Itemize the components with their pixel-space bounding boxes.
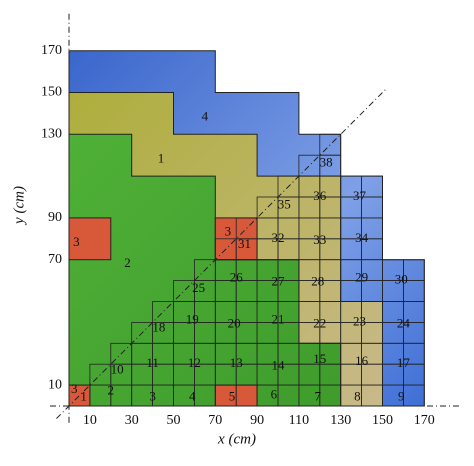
region-label: 3 [225, 224, 232, 239]
x-tick-label: 130 [330, 413, 351, 428]
grid-cell [402, 259, 425, 282]
region-label: 29 [355, 269, 368, 284]
region-label: 3 [71, 381, 78, 396]
y-tick-label: 70 [48, 252, 62, 267]
x-tick-label: 170 [414, 413, 435, 428]
region-label: 38 [320, 155, 333, 170]
region-label: 20 [228, 315, 241, 330]
grid-cell [319, 133, 342, 156]
y-tick-label: 90 [48, 210, 62, 225]
region-label: 8 [354, 389, 361, 404]
region-label: 23 [353, 313, 366, 328]
x-tick-label: 150 [372, 413, 393, 428]
y-tick-label: 130 [41, 127, 62, 142]
grid-cell [361, 175, 383, 198]
y-tick-label: 10 [48, 377, 62, 392]
x-tick-label: 10 [83, 413, 97, 428]
region-label: 10 [111, 361, 124, 376]
region-label: 1 [158, 150, 165, 165]
y-tick-label: 150 [41, 85, 62, 100]
region-label: 37 [353, 188, 367, 203]
region-label: 34 [355, 230, 369, 245]
region-label: 9 [398, 389, 405, 404]
x-tick-label: 50 [167, 413, 181, 428]
region-label: 36 [313, 188, 327, 203]
region-label: 11 [146, 355, 159, 370]
region-label: 3 [73, 234, 80, 249]
region-label: 24 [397, 315, 411, 330]
region-label: 18 [152, 320, 165, 335]
region-label: 2 [108, 382, 115, 397]
red-cell [68, 217, 112, 261]
region-label: 25 [192, 280, 205, 295]
y-tick-label: 170 [41, 43, 62, 58]
region-label: 1 [80, 389, 87, 404]
x-axis-title: x (cm) [217, 431, 256, 447]
x-tick-label: 30 [125, 413, 139, 428]
region-label: 32 [272, 230, 285, 245]
region-label: 22 [313, 315, 326, 330]
region-label: 7 [314, 389, 321, 404]
region-label: 26 [230, 269, 244, 284]
region-label: 31 [238, 236, 251, 251]
region-label: 33 [313, 232, 326, 247]
region-label: 28 [311, 274, 324, 289]
region-label: 21 [272, 311, 285, 326]
region-label: 17 [397, 355, 411, 370]
region-label: 14 [272, 357, 286, 372]
x-tick-label: 70 [208, 413, 222, 428]
grid [50, 12, 462, 423]
region-label: 5 [229, 389, 236, 404]
region-label: 3 [149, 389, 156, 404]
region-label: 19 [186, 311, 199, 326]
region-label: 27 [272, 274, 286, 289]
x-tick-label: 110 [289, 413, 309, 428]
region-label: 16 [355, 353, 369, 368]
region-label: 13 [230, 355, 243, 370]
region-label: 35 [278, 196, 291, 211]
region-label: 6 [271, 387, 278, 402]
region-label: 15 [313, 351, 326, 366]
region-label: 4 [202, 109, 209, 124]
region-label: 2 [124, 255, 131, 270]
x-tick-label: 90 [250, 413, 264, 428]
y-axis-title: y (cm) [11, 186, 27, 226]
region-label: 12 [188, 355, 201, 370]
region-label: 4 [189, 389, 196, 404]
region-label: 30 [395, 272, 408, 287]
